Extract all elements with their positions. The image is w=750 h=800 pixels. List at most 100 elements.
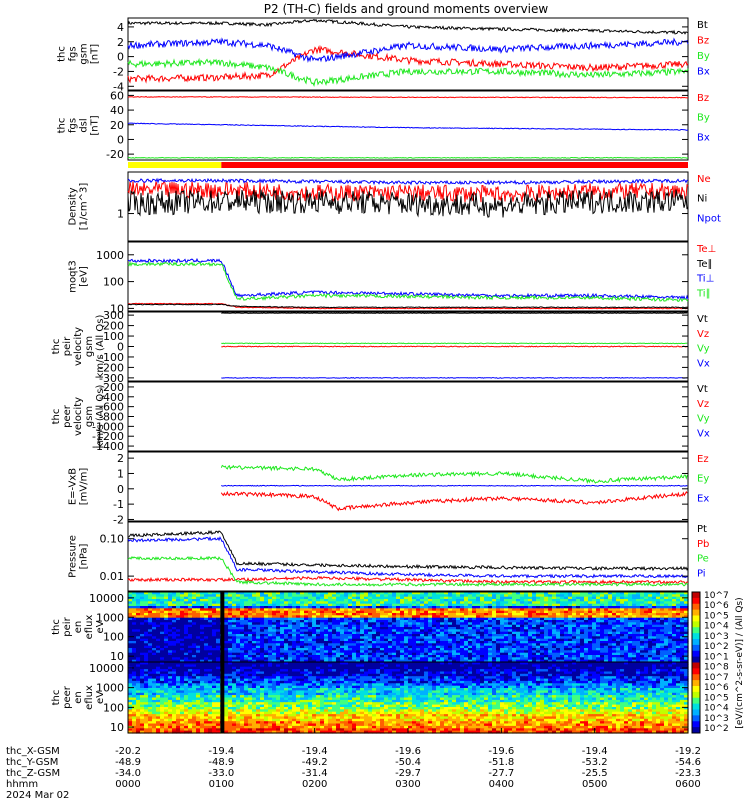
spectrogram-cell <box>508 643 513 647</box>
spectrogram-cell <box>588 627 593 630</box>
spectrogram-cell <box>488 645 493 649</box>
spectrogram-cell <box>376 615 381 619</box>
spectrogram-cell <box>456 624 461 628</box>
spectrogram-cell <box>320 631 325 635</box>
spectrogram-cell <box>148 636 153 640</box>
spectrogram-cell <box>208 666 213 670</box>
spectrogram-cell <box>500 638 505 642</box>
spectrogram-cell <box>348 638 353 642</box>
spectrogram-cell <box>184 629 189 633</box>
spectrogram-cell <box>480 613 485 616</box>
y-tick-label: 1000 <box>96 611 124 624</box>
spectrogram-cell <box>136 620 141 623</box>
spectrogram-cell <box>232 603 237 607</box>
spectrogram-cell <box>356 627 361 630</box>
spectrogram-cell <box>680 657 685 661</box>
spectrogram-cell <box>564 657 569 661</box>
spectrogram-cell <box>528 594 533 598</box>
spectrogram-cell <box>228 652 233 656</box>
spectrogram-cell <box>520 620 525 623</box>
spectrogram-cell <box>424 636 429 640</box>
spectrogram-cell <box>336 648 341 651</box>
spectrogram-cell <box>416 636 421 640</box>
spectrogram-cell <box>304 634 309 637</box>
spectrogram-cell <box>484 657 489 661</box>
spectrogram-cell <box>584 650 589 654</box>
spectrogram-cell <box>196 622 201 626</box>
spectrogram-cell <box>128 638 133 642</box>
spectrogram-cell <box>668 652 673 656</box>
spectrogram-cell <box>532 662 537 665</box>
spectrogram-cell <box>600 648 605 651</box>
spectrogram-cell <box>196 608 201 612</box>
spectrogram-cell <box>240 638 245 642</box>
spectrogram-cell <box>364 606 369 609</box>
spectrogram-cell <box>196 601 201 605</box>
spectrogram-cell <box>492 650 497 654</box>
spectrogram-cell <box>608 648 613 651</box>
y-axis-label-line: en <box>73 621 84 634</box>
spectrogram-cell <box>300 617 305 621</box>
spectrogram-cell <box>216 608 221 612</box>
spectrogram-cell <box>280 606 285 609</box>
spectrogram-cell <box>420 601 425 605</box>
spectrogram-cell <box>348 599 353 602</box>
spectrogram-cell <box>508 636 513 640</box>
spectrogram-cell <box>640 615 645 619</box>
spectrogram-cell <box>336 617 341 621</box>
spectrogram-cell <box>164 629 169 633</box>
spectrogram-cell <box>568 613 573 616</box>
spectrogram-cell <box>460 608 465 612</box>
y-tick-label: 10 <box>110 302 124 315</box>
spectrogram-cell <box>148 664 153 668</box>
spectrogram-cell <box>328 627 333 630</box>
spectrogram-cell <box>576 631 581 635</box>
spectrogram-cell <box>464 610 469 614</box>
spectrogram-cell <box>188 610 193 614</box>
spectrogram-cell <box>248 592 253 595</box>
spectrogram-cell <box>500 594 505 598</box>
spectrogram-cell <box>360 594 365 598</box>
spectrogram-cell <box>592 603 597 607</box>
spectrogram-cell <box>452 603 457 607</box>
spectrogram-cell <box>204 655 209 658</box>
spectrogram-cell <box>612 662 617 665</box>
spectrogram-cell <box>420 622 425 626</box>
spectrogram-cell <box>340 664 345 668</box>
spectrogram-cell <box>416 610 421 614</box>
spectrogram-cell <box>192 592 197 595</box>
spectrogram-cell <box>140 622 145 626</box>
spectrogram-cell <box>200 631 205 635</box>
spectrogram-cell <box>460 606 465 609</box>
spectrogram-cell <box>188 641 193 644</box>
spectrogram-cell <box>160 652 165 656</box>
spectrogram-cell <box>328 636 333 640</box>
spectrogram-cell <box>152 641 157 644</box>
spectrogram-cell <box>572 615 577 619</box>
spectrogram-cell <box>632 641 637 644</box>
spectrogram-cell <box>424 631 429 635</box>
spectrogram-cell <box>252 641 257 644</box>
spectrogram-cell <box>280 608 285 612</box>
spectrogram-cell <box>568 631 573 635</box>
spectrogram-cell <box>164 652 169 656</box>
spectrogram-cell <box>320 650 325 654</box>
spectrogram-cell <box>284 608 289 612</box>
spectrogram-cell <box>160 643 165 647</box>
spectrogram-cell <box>352 631 357 635</box>
spectrogram-cell <box>304 659 309 663</box>
spectrogram-cell <box>216 622 221 626</box>
spectrogram-cell <box>300 599 305 602</box>
spectrogram-cell <box>200 613 205 616</box>
spectrogram-cell <box>588 629 593 633</box>
spectrogram-cell <box>568 650 573 654</box>
spectrogram-cell <box>320 627 325 630</box>
spectrogram-cell <box>628 648 633 651</box>
spectrogram-cell <box>548 624 553 628</box>
spectrogram-cell <box>408 606 413 609</box>
spectrogram-cell <box>552 608 557 612</box>
spectrogram-cell <box>580 629 585 633</box>
spectrogram-cell <box>540 627 545 630</box>
spectrogram-cell <box>192 606 197 609</box>
spectrogram-cell <box>592 645 597 649</box>
